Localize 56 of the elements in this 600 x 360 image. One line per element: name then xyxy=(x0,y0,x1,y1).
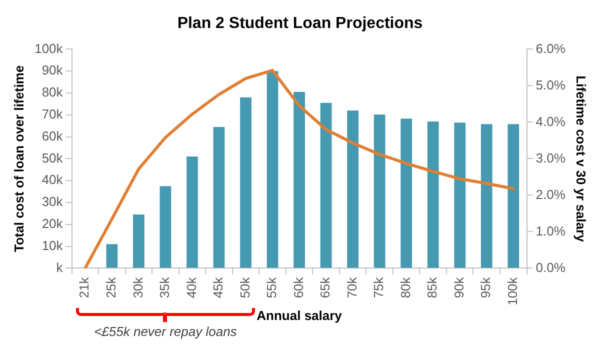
bar xyxy=(347,110,358,268)
bar xyxy=(480,124,492,268)
y-tick-label: 80k xyxy=(42,84,64,100)
x-tick-label: 21k xyxy=(76,276,92,298)
bar xyxy=(320,102,332,268)
x-tick-label: 75k xyxy=(371,276,386,298)
x-tick-label: 55k xyxy=(264,276,280,298)
y-tick-label: 90k xyxy=(42,62,64,78)
x-axis-title: Annual salary xyxy=(256,308,343,323)
y2-tick-label: 4.0% xyxy=(536,114,566,129)
bar xyxy=(160,186,172,268)
text: <£55k never repay loans xyxy=(93,324,238,340)
x-tick-label: 70k xyxy=(344,276,360,298)
bar xyxy=(133,214,144,268)
x-tick-label: 40k xyxy=(184,276,199,298)
y-axis-title: Total cost of loan over lifetime xyxy=(11,65,26,252)
y-tick-label: 100k xyxy=(34,40,64,56)
bar xyxy=(454,122,466,268)
y-tick-label: k xyxy=(56,260,64,275)
x-tick-label: 60k xyxy=(290,276,306,298)
y2-tick-label: 2.0% xyxy=(536,186,566,202)
chart-title: Plan 2 Student Loan Projections xyxy=(177,15,423,32)
x-tick-label: 25k xyxy=(104,276,119,298)
bar xyxy=(374,114,386,268)
x-tick-label: 50k xyxy=(237,276,252,298)
y2-tick-label: 0.0% xyxy=(536,260,566,275)
y-tick-label: 70k xyxy=(42,106,64,122)
x-tick-label: 65k xyxy=(318,276,333,298)
bar xyxy=(266,71,278,268)
bar xyxy=(400,118,412,268)
x-tick-label: 30k xyxy=(130,276,146,298)
bar xyxy=(213,126,225,268)
y-tick-label: 20k xyxy=(42,216,64,231)
x-tick-label: 35k xyxy=(157,276,172,298)
y-tick-label: 30k xyxy=(42,194,64,210)
y2-tick-label: 6.0% xyxy=(536,40,566,56)
y2-tick-label: 1.0% xyxy=(536,223,566,238)
bar xyxy=(427,121,439,268)
x-tick-label: 90k xyxy=(451,276,466,298)
x-tick-label: 95k xyxy=(478,276,494,298)
y2-axis-title: Lifetime cost v 30 yr salary xyxy=(574,76,589,243)
y-tick-label: 40k xyxy=(42,172,64,188)
y-tick-label: 60k xyxy=(42,128,64,144)
x-tick-label: 85k xyxy=(424,276,440,298)
x-tick-label: 45k xyxy=(210,276,226,298)
y-tick-label: 50k xyxy=(42,150,64,166)
y-tick-label: 10k xyxy=(42,238,64,253)
bar xyxy=(186,156,198,268)
x-tick-label: 100k xyxy=(504,276,520,306)
bar xyxy=(240,97,252,268)
bar xyxy=(106,244,118,268)
y2-tick-label: 3.0% xyxy=(536,150,566,166)
bar xyxy=(508,124,520,268)
y2-tick-label: 5.0% xyxy=(536,77,566,92)
bar xyxy=(294,92,305,268)
x-tick-label: 80k xyxy=(398,276,413,298)
